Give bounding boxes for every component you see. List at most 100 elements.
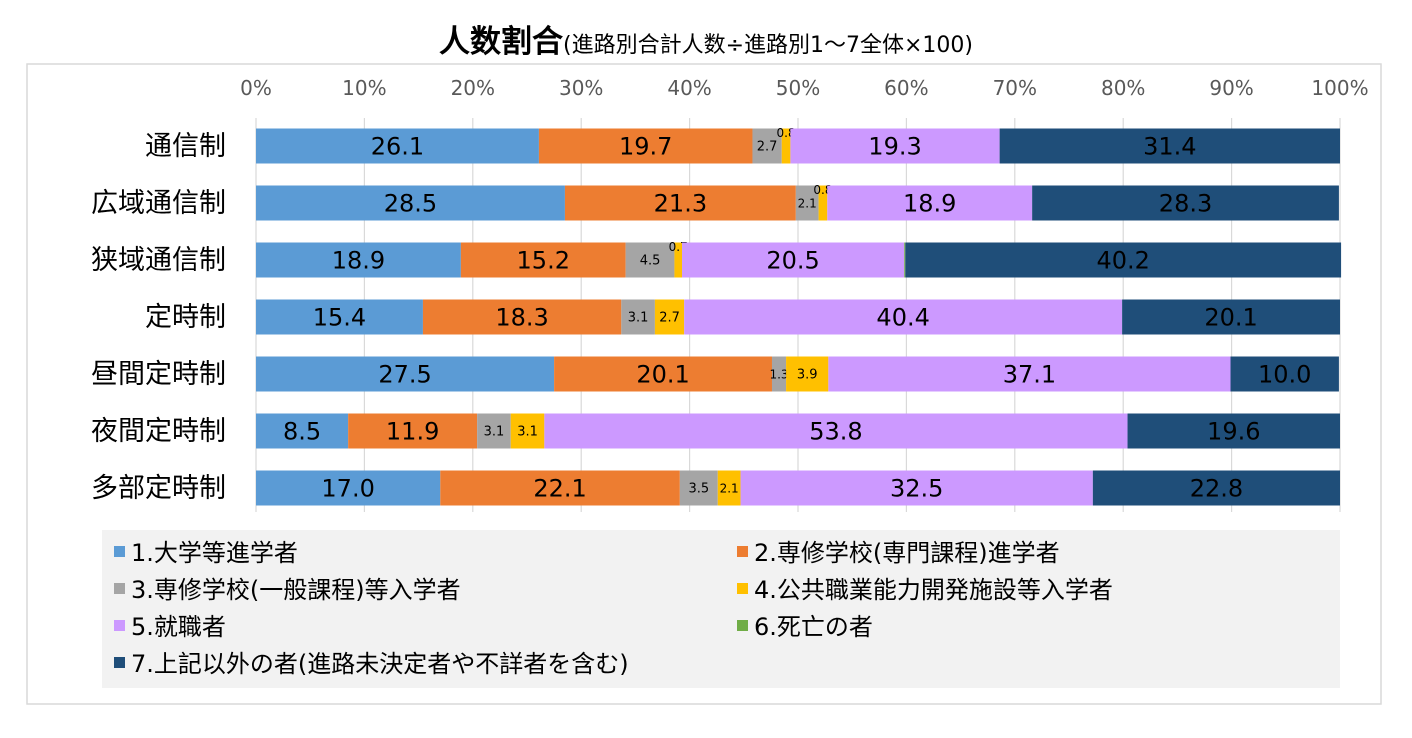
legend-swatch (114, 583, 125, 594)
category-label: 定時制 (145, 302, 226, 333)
bar-segment (999, 128, 1340, 164)
data-label: 31.4 (1143, 133, 1196, 161)
category-label: 通信制 (145, 131, 226, 162)
bar-segment (781, 128, 791, 164)
data-label: 3.9 (797, 368, 818, 383)
x-tick-label: 10% (342, 76, 386, 100)
bar-segment (790, 128, 1000, 164)
x-tick-label: 30% (559, 76, 603, 100)
bar-segment (786, 356, 829, 392)
bar-segment (256, 413, 349, 449)
category-label: 広域通信制 (91, 188, 226, 219)
bar-segment (904, 242, 906, 278)
data-label: 18.9 (903, 190, 956, 218)
data-label: 15.4 (313, 304, 366, 332)
bar-segment (544, 413, 1128, 449)
data-label: 1.3 (769, 367, 788, 381)
bar-segment (564, 185, 796, 221)
data-label: 22.1 (533, 475, 586, 503)
data-label: 3.1 (484, 425, 505, 440)
bar-segment (1032, 185, 1339, 221)
bar-segment (422, 299, 622, 335)
bar-segment (621, 299, 655, 335)
bar-segment (1230, 356, 1339, 392)
bar-segment (256, 242, 461, 278)
bar-segment (554, 356, 772, 392)
legend-label: 4.公共職業能力開発施設等入学者 (754, 576, 1113, 604)
data-label: 3.5 (688, 482, 709, 497)
data-label: 26.1 (371, 133, 424, 161)
bar-segment (256, 356, 555, 392)
data-label: 2.1 (720, 481, 739, 495)
bar-segment (795, 185, 819, 221)
data-label: 8.5 (283, 418, 321, 446)
bar-segment (1122, 299, 1340, 335)
legend-swatch (737, 583, 748, 594)
bar-segment (752, 128, 782, 164)
chart-title-sub: (進路別合計人数÷進路別1～7全体×100) (563, 33, 973, 58)
bar-segment (905, 242, 1342, 278)
bar-segment (828, 356, 1231, 392)
x-tick-label: 20% (451, 76, 495, 100)
bar-segment (256, 299, 423, 335)
category-label: 昼間定時制 (91, 359, 226, 390)
legend-label: 5.就職者 (131, 613, 226, 641)
data-label: 2.7 (659, 311, 680, 326)
legend-label: 6.死亡の者 (754, 613, 873, 641)
x-tick-label: 90% (1209, 76, 1253, 100)
bar-segment (1127, 413, 1340, 449)
bar-segment (256, 128, 539, 164)
data-label: 18.3 (495, 304, 548, 332)
x-axis-ticks: 0% 10% 20% 30% 40% 50% 60% 70% 80% 90% 100% (240, 76, 1368, 100)
bar-segment (679, 470, 718, 506)
bar-segment (256, 470, 441, 506)
x-tick-label: 50% (776, 76, 820, 100)
data-label: 15.2 (517, 247, 570, 275)
legend-swatch (737, 546, 748, 557)
category-label: 多部定時制 (91, 473, 226, 504)
bar-segment (625, 242, 675, 278)
legend-label: 1.大学等進学者 (131, 539, 298, 567)
data-label: 40.2 (1096, 247, 1149, 275)
bars: 26.119.72.70.819.30.031.428.521.32.10.81… (256, 126, 1342, 506)
data-label: 22.8 (1190, 475, 1243, 503)
bar-segment (1092, 470, 1340, 506)
bar-segment (674, 242, 683, 278)
category-label: 狭域通信制 (91, 245, 226, 276)
x-tick-label: 80% (1101, 76, 1145, 100)
chart-title-main: 人数割合 (439, 24, 563, 60)
bar-segment (538, 128, 753, 164)
legend-swatch (114, 657, 125, 668)
legend-label: 2.専修学校(専門課程)進学者 (754, 539, 1060, 567)
data-label: 19.7 (619, 133, 672, 161)
bar-segment (818, 185, 828, 221)
x-tick-label: 0% (240, 76, 272, 100)
category-label: 夜間定時制 (91, 416, 226, 447)
bar-segment (684, 299, 1123, 335)
chart-title: 人数割合(進路別合計人数÷進路別1～7全体×100) (439, 24, 973, 60)
data-label: 4.5 (640, 254, 661, 269)
data-label: 17.0 (321, 475, 374, 503)
legend-background (102, 530, 1340, 688)
bar-segment (740, 470, 1093, 506)
bar-segment (256, 185, 565, 221)
data-label: 28.5 (384, 190, 437, 218)
data-label: 21.3 (654, 190, 707, 218)
data-label: 10.0 (1258, 361, 1311, 389)
bar-segment (510, 413, 545, 449)
data-label: 27.5 (378, 361, 431, 389)
data-label: 37.1 (1003, 361, 1056, 389)
bar-segment (348, 413, 478, 449)
legend-label: 7.上記以外の者(進路未決定者や不詳者を含む) (131, 650, 629, 678)
x-tick-label: 40% (667, 76, 711, 100)
x-tick-label: 100% (1311, 76, 1368, 100)
data-label: 19.3 (868, 133, 921, 161)
legend-swatch (114, 546, 125, 557)
data-label: 20.1 (1204, 304, 1257, 332)
x-tick-label: 70% (993, 76, 1037, 100)
data-label: 20.5 (766, 247, 819, 275)
bar-segment (717, 470, 741, 506)
data-label: 3.1 (628, 311, 649, 326)
